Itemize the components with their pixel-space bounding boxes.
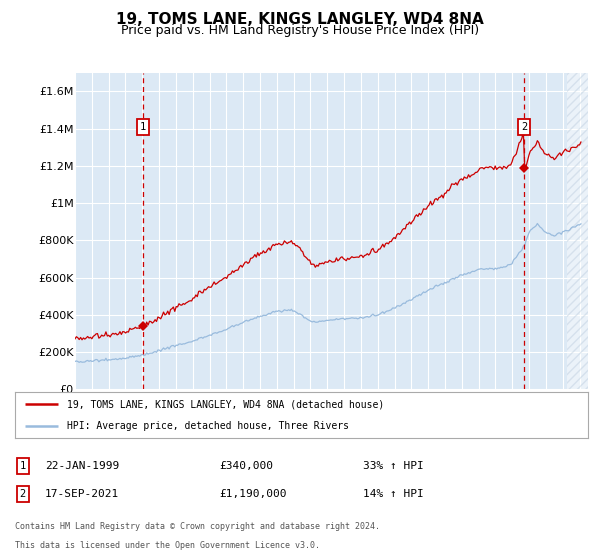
Bar — [567, 73, 596, 389]
Text: Price paid vs. HM Land Registry's House Price Index (HPI): Price paid vs. HM Land Registry's House … — [121, 24, 479, 36]
Text: Contains HM Land Registry data © Crown copyright and database right 2024.: Contains HM Land Registry data © Crown c… — [15, 522, 380, 531]
Text: 14% ↑ HPI: 14% ↑ HPI — [363, 489, 424, 499]
Text: 1: 1 — [140, 122, 146, 132]
Text: 19, TOMS LANE, KINGS LANGLEY, WD4 8NA (detached house): 19, TOMS LANE, KINGS LANGLEY, WD4 8NA (d… — [67, 399, 384, 409]
Text: HPI: Average price, detached house, Three Rivers: HPI: Average price, detached house, Thre… — [67, 421, 349, 431]
Text: £1,190,000: £1,190,000 — [219, 489, 287, 499]
Text: 19, TOMS LANE, KINGS LANGLEY, WD4 8NA: 19, TOMS LANE, KINGS LANGLEY, WD4 8NA — [116, 12, 484, 27]
Text: 17-SEP-2021: 17-SEP-2021 — [45, 489, 119, 499]
Text: 1: 1 — [20, 461, 26, 471]
Text: 22-JAN-1999: 22-JAN-1999 — [45, 461, 119, 471]
Text: £340,000: £340,000 — [219, 461, 273, 471]
Text: 2: 2 — [521, 122, 527, 132]
Text: 2: 2 — [20, 489, 26, 499]
Text: This data is licensed under the Open Government Licence v3.0.: This data is licensed under the Open Gov… — [15, 541, 320, 550]
Text: 33% ↑ HPI: 33% ↑ HPI — [363, 461, 424, 471]
